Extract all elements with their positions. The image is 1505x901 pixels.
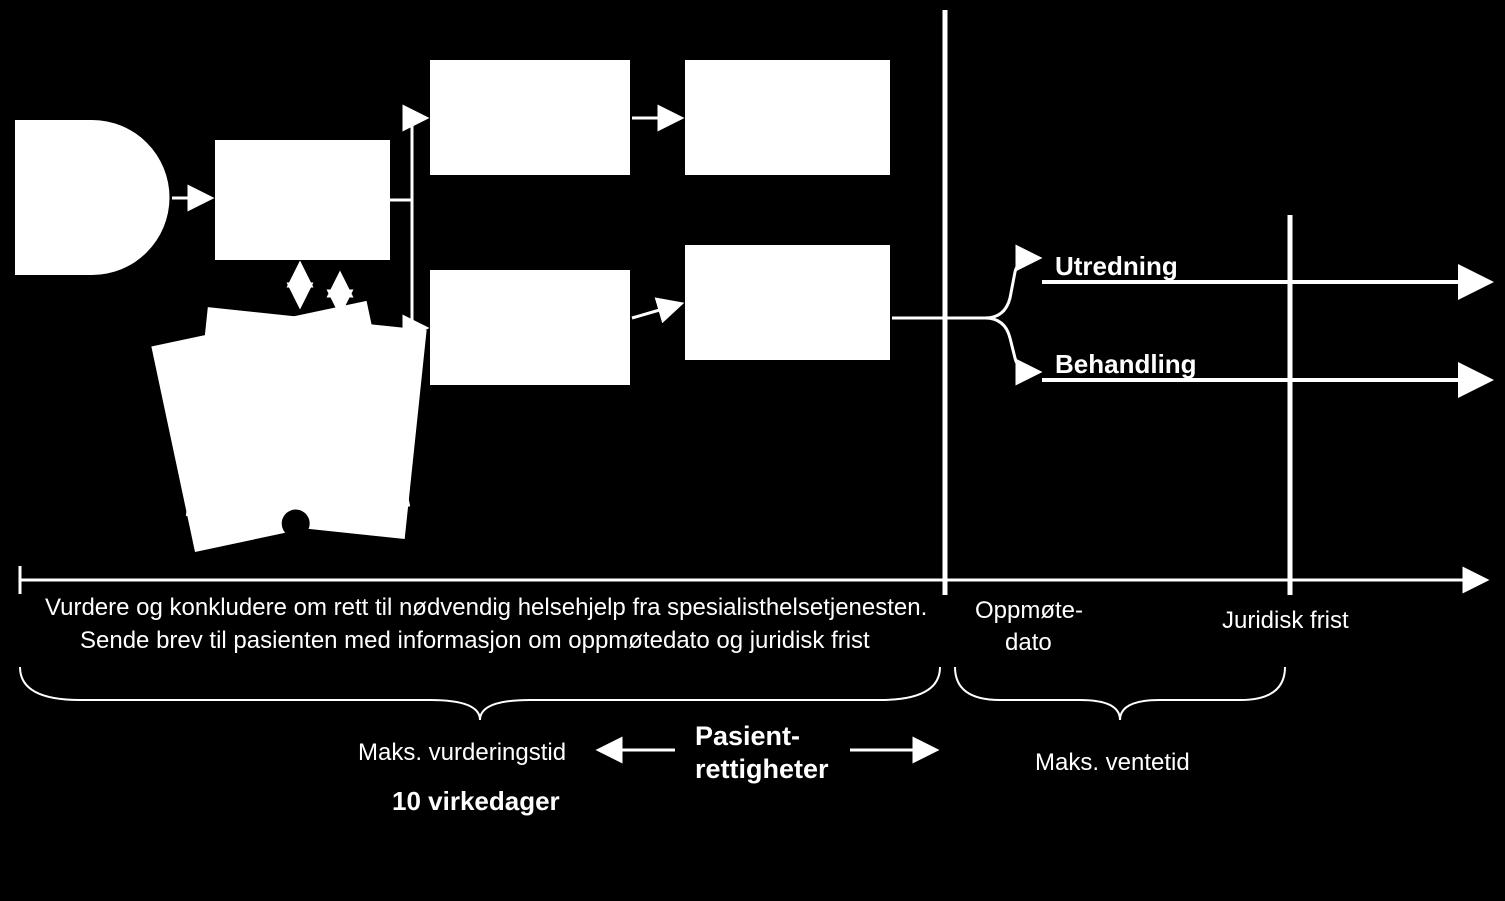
label-maks-vurdering: Maks. vurderingstid	[358, 739, 566, 766]
label-virkedager: 10 virkedager	[392, 786, 560, 816]
brace-right	[955, 667, 1285, 720]
node-branch-top	[430, 60, 630, 175]
label-vurdere-line1: Vurdere og konkludere om rett til nødven…	[45, 594, 927, 621]
brace-left	[20, 667, 940, 720]
label-oppmote-1: Oppmøte-	[975, 597, 1083, 624]
label-utredning: Utredning	[1055, 251, 1178, 281]
label-pasient-1: Pasient-	[695, 721, 800, 751]
node-branch-bot	[430, 270, 630, 385]
label-oppmote-2: dato	[1005, 629, 1052, 656]
node-vurder	[215, 140, 390, 260]
edge-right-behandling	[985, 318, 1038, 372]
edge-right-utredning	[985, 258, 1038, 318]
node-docs	[151, 301, 426, 552]
node-out-top	[685, 60, 890, 175]
label-vurdere-line2: Sende brev til pasienten med informasjon…	[80, 627, 870, 654]
node-out-bot	[685, 245, 890, 360]
label-maks-ventetid: Maks. ventetid	[1035, 749, 1190, 776]
label-behandling: Behandling	[1055, 349, 1197, 379]
edge-branchbot-outbot	[632, 304, 680, 318]
edge-split-top	[412, 118, 425, 200]
edge-split-bot	[412, 200, 425, 328]
label-pasient-2: rettigheter	[695, 754, 829, 784]
label-juridisk: Juridisk frist	[1222, 607, 1349, 634]
node-start	[15, 120, 169, 275]
